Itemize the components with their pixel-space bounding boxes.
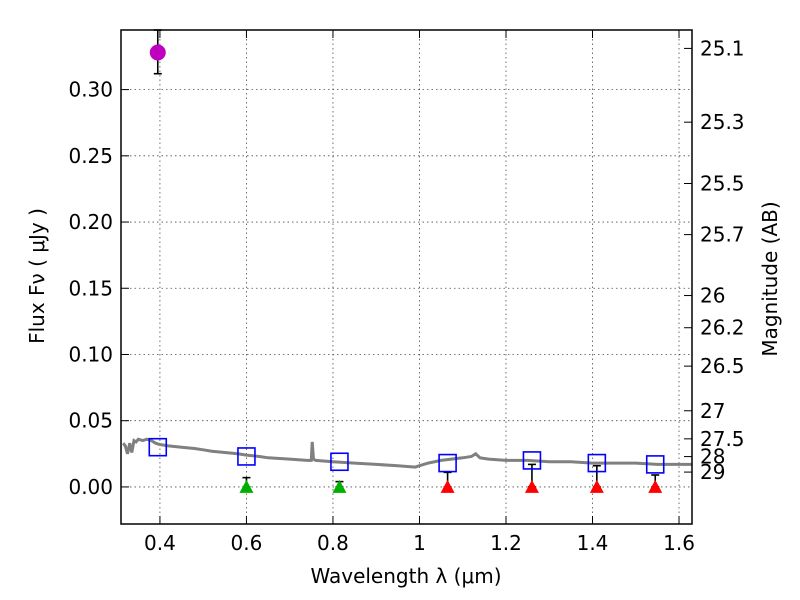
x-tick-label: 1.2	[490, 531, 522, 555]
magnitude-axis-label: Magnitude (AB)	[758, 201, 782, 356]
magnitude-tick-label: 27.5	[700, 427, 745, 451]
y-tick-label: 0.10	[68, 342, 113, 366]
upper-limit-triangle	[332, 479, 347, 493]
x-axis-label: Wavelength λ (μm)	[310, 564, 501, 588]
y-tick-label: 0.20	[68, 210, 113, 234]
model-photometry-square	[330, 452, 349, 472]
model-photometry-square	[148, 437, 168, 457]
y-axis-ticks: 0.00 0.05 0.10 0.15 0.20 0.25 0.30	[68, 78, 129, 499]
model-sed-line	[122, 437, 692, 469]
magnitude-tick-label: 29	[700, 460, 725, 484]
grid-lines	[121, 30, 692, 524]
model-sed-layer	[122, 437, 692, 469]
x-tick-label: 1.6	[663, 531, 695, 555]
plot-frame	[120, 29, 693, 525]
detection-point	[149, 44, 166, 61]
y-tick-label: 0.05	[68, 409, 113, 433]
x-tick-label: 0.4	[144, 531, 176, 555]
magnitude-tick-label: 25.7	[700, 223, 745, 247]
magnitude-tick-label: 28	[700, 445, 725, 469]
model-photometry-square	[587, 453, 607, 473]
y-tick-label: 0.00	[68, 475, 113, 499]
magnitude-tick-label: 25.3	[700, 110, 745, 134]
upper-limit-triangle	[440, 479, 455, 493]
x-tick-label: 1	[413, 531, 426, 555]
y-tick-label: 0.25	[68, 144, 113, 168]
magnitude-tick-label: 26.2	[700, 316, 745, 340]
y-tick-label: 0.30	[68, 78, 113, 102]
magnitude-tick-label: 25.1	[700, 36, 745, 60]
magnitude-tick-label: 27	[700, 399, 725, 423]
magnitude-tick-label: 25.5	[700, 171, 745, 195]
magnitude-tick-label: 26	[700, 284, 725, 308]
magnitude-tick-label: 26.5	[700, 354, 745, 378]
model-photometry-square	[237, 447, 256, 466]
x-tick-label: 0.6	[231, 531, 263, 555]
x-axis-ticks: 0.4 0.6 0.8 1 1.2 1.4 1.6	[144, 30, 695, 555]
x-tick-label: 0.8	[317, 531, 349, 555]
x-tick-label: 1.4	[577, 531, 609, 555]
upper-limit-triangle	[589, 479, 604, 493]
upper-limit-triangle	[239, 479, 254, 493]
data-marks	[148, 29, 665, 493]
upper-limit-triangle	[648, 479, 663, 493]
model-photometry-square	[438, 453, 457, 473]
model-photometry-square	[522, 451, 542, 470]
upper-limit-triangle	[524, 479, 539, 493]
y-tick-label: 0.15	[68, 276, 113, 300]
y-axis-label: Flux Fν ( μJy )	[25, 208, 49, 344]
model-photometry-square	[645, 455, 665, 474]
